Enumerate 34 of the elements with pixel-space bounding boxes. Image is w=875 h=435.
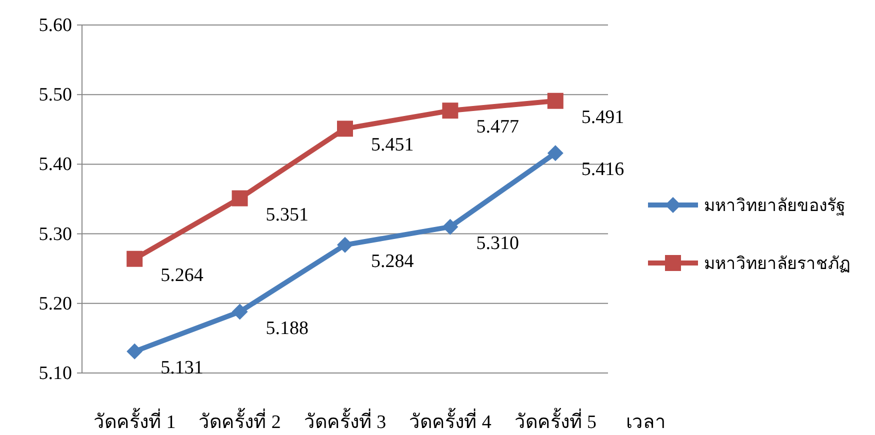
legend-label: มหาวิทยาลัยราชภัฏ <box>704 254 850 273</box>
data-label: 5.416 <box>581 159 624 180</box>
y-tick-label: 5.60 <box>38 15 72 36</box>
y-tick-label: 5.30 <box>38 224 72 245</box>
x-tick-label: วัดครั้งที่ 4 <box>409 408 492 433</box>
point <box>442 218 458 235</box>
point <box>337 236 353 253</box>
point <box>126 343 143 360</box>
y-tick-label: 5.40 <box>38 154 72 176</box>
point <box>337 120 353 137</box>
data-label: 5.188 <box>266 318 309 339</box>
data-label: 5.264 <box>160 264 204 286</box>
legend-label: มหาวิทยาลัยของรัฐ <box>704 196 845 216</box>
data-label: 5.131 <box>160 357 204 378</box>
y-tick-label: 5.50 <box>38 84 72 106</box>
point <box>232 190 248 206</box>
y-tick-label: 5.10 <box>38 363 72 384</box>
point <box>547 92 564 109</box>
point <box>442 102 458 119</box>
data-label: 5.351 <box>266 204 309 226</box>
data-label: 5.284 <box>371 250 414 272</box>
data-label: 5.477 <box>476 116 519 138</box>
point <box>547 145 564 162</box>
point <box>126 250 143 267</box>
x-tick-label: วัดครั้งที่ 1 <box>93 408 176 433</box>
x-tick-label: วัดครั้งที่ 2 <box>198 408 281 433</box>
x-tick-label: วัดครั้งที่ 3 <box>304 408 386 433</box>
data-label: 5.491 <box>581 106 624 128</box>
data-label: 5.451 <box>371 134 414 156</box>
x-axis-title: เวลา <box>626 412 666 433</box>
y-tick-label: 5.20 <box>38 293 72 314</box>
data-label: 5.310 <box>476 232 519 254</box>
x-tick-label: วัดครั้งที่ 5 <box>514 408 597 433</box>
point <box>232 304 248 320</box>
